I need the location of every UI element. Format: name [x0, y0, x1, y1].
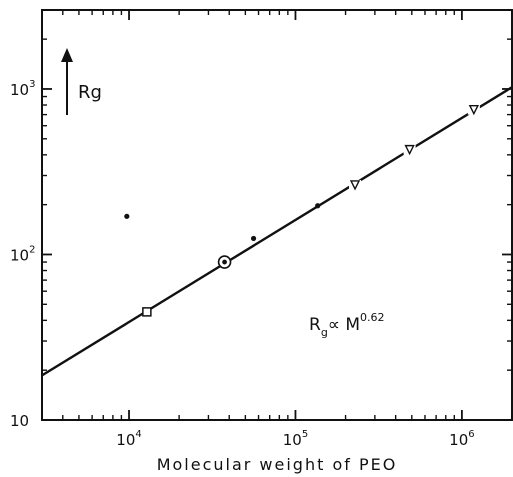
y-tick-base: 10	[10, 246, 29, 264]
x-tick-base: 10	[116, 431, 135, 449]
x-tick-exponent: 5	[302, 429, 308, 440]
annotation-base: R	[309, 315, 321, 335]
rg-arrow-head	[61, 48, 73, 62]
x-tick-label: 105	[283, 429, 308, 449]
plot-frame	[41, 9, 513, 421]
triangle-down-point	[404, 144, 415, 156]
major-ticks	[42, 10, 512, 421]
x-tick-label: 104	[116, 429, 141, 449]
dot-point	[315, 203, 321, 209]
annotation-exp: 0.62	[360, 311, 385, 324]
fit-line	[41, 86, 513, 377]
minor-ticks	[41, 9, 513, 420]
data-points	[124, 104, 480, 317]
y-tick-base: 10	[10, 412, 29, 430]
x-tick-exponent: 4	[135, 429, 141, 440]
dot-point	[250, 235, 257, 242]
y-axis-label: Rg	[78, 82, 102, 103]
circled-dot-point	[217, 255, 232, 269]
square-point	[142, 307, 152, 317]
y-tick-label: 102	[10, 244, 35, 264]
y-tick-exponent: 3	[29, 79, 35, 90]
x-axis-label: Molecular weight of PEO	[157, 455, 398, 474]
y-tick-exponent: 2	[29, 244, 35, 255]
y-tick-label: 10	[10, 412, 29, 430]
triangle-down-point	[468, 104, 479, 116]
y-tick-label: 103	[10, 79, 35, 99]
x-tick-base: 10	[449, 431, 468, 449]
triangle-down-point	[349, 180, 361, 191]
x-tick-label: 106	[449, 429, 474, 449]
scaling-annotation: Rg∝ M0.62	[309, 311, 385, 339]
annotation-sub: g	[321, 326, 328, 339]
x-tick-base: 10	[283, 431, 302, 449]
dot-point	[124, 213, 130, 219]
annotation-mid: ∝ M	[328, 315, 360, 335]
y-tick-base: 10	[10, 81, 29, 99]
x-tick-exponent: 6	[468, 429, 474, 440]
